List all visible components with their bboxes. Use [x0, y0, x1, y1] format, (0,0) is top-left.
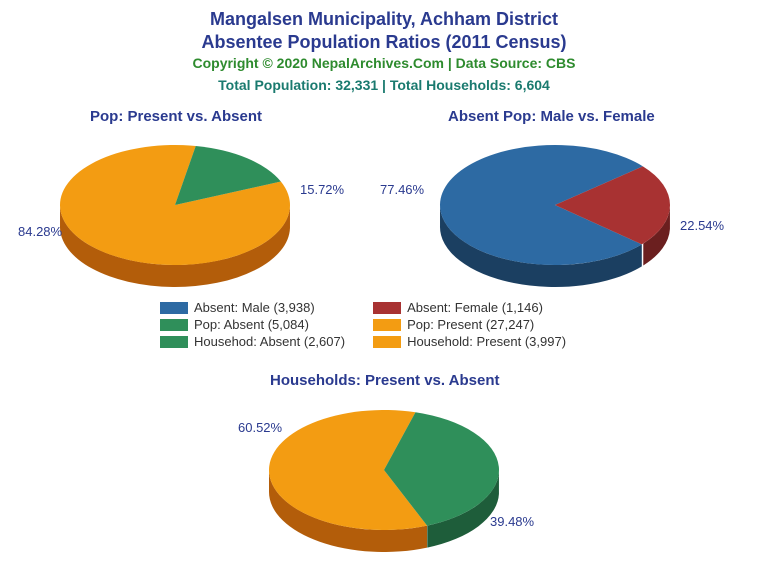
legend-label: Household: Present (3,997)	[407, 334, 566, 349]
legend-label: Absent: Female (1,146)	[407, 300, 543, 315]
legend: Absent: Male (3,938) Absent: Female (1,14…	[160, 300, 566, 349]
legend-swatch	[373, 336, 401, 348]
pct-label: 15.72%	[300, 182, 344, 197]
pct-label: 22.54%	[680, 218, 724, 233]
legend-item: Absent: Male (3,938)	[160, 300, 345, 315]
legend-swatch	[373, 319, 401, 331]
legend-item: Pop: Present (27,247)	[373, 317, 566, 332]
legend-swatch	[160, 336, 188, 348]
legend-item: Household: Present (3,997)	[373, 334, 566, 349]
pct-label: 60.52%	[238, 420, 282, 435]
pct-label: 77.46%	[380, 182, 424, 197]
legend-swatch	[160, 302, 188, 314]
legend-swatch	[373, 302, 401, 314]
legend-item: Pop: Absent (5,084)	[160, 317, 345, 332]
legend-label: Househod: Absent (2,607)	[194, 334, 345, 349]
legend-item: Absent: Female (1,146)	[373, 300, 566, 315]
pct-label: 84.28%	[18, 224, 62, 239]
legend-swatch	[160, 319, 188, 331]
legend-label: Pop: Absent (5,084)	[194, 317, 309, 332]
pie-chart-households	[0, 0, 768, 576]
legend-label: Pop: Present (27,247)	[407, 317, 534, 332]
pct-label: 39.48%	[490, 514, 534, 529]
legend-label: Absent: Male (3,938)	[194, 300, 315, 315]
legend-item: Househod: Absent (2,607)	[160, 334, 345, 349]
